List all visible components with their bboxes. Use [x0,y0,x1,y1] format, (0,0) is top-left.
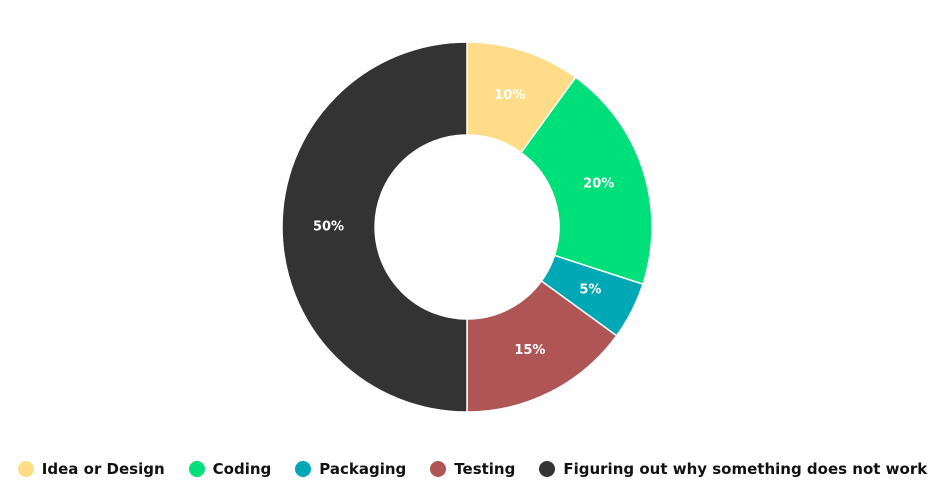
legend-swatch [17,461,34,477]
slice-coding [520,76,653,286]
legend-label: Testing [454,460,516,478]
slice-testing [466,280,618,413]
legend-swatch [430,461,447,477]
legend-item-coding[interactable]: Coding [188,460,272,478]
legend-label: Packaging [319,460,407,478]
legend-item-figuring-out-why-something-does-not-work[interactable]: Figuring out why something does not work [539,460,927,478]
slices-group [281,41,653,413]
legend-item-testing[interactable]: Testing [430,460,515,478]
legend-swatch [295,461,312,477]
legend: Idea or Design Coding Packaging Testing Figu… [0,458,945,480]
slice-labels-group: 10% 20% 5% 15% 50% [313,88,614,358]
slice-label-figuring-out-why-something-does-not-work: 50% [313,220,344,235]
slice-figuring-out-why-something-does-not-work [281,41,468,413]
legend-label: Figuring out why something does not work [563,460,928,478]
slice-label-idea-or-design: 10% [494,88,525,103]
slice-label-packaging: 5% [579,282,601,297]
slice-label-coding: 20% [583,177,614,192]
legend-item-packaging[interactable]: Packaging [295,460,406,478]
legend-swatch [188,461,205,477]
legend-item-idea-or-design[interactable]: Idea or Design [17,460,165,478]
legend-swatch [539,461,556,477]
legend-label: Idea or Design [41,460,165,478]
legend-label: Coding [212,460,272,478]
slice-label-testing: 15% [514,343,545,358]
